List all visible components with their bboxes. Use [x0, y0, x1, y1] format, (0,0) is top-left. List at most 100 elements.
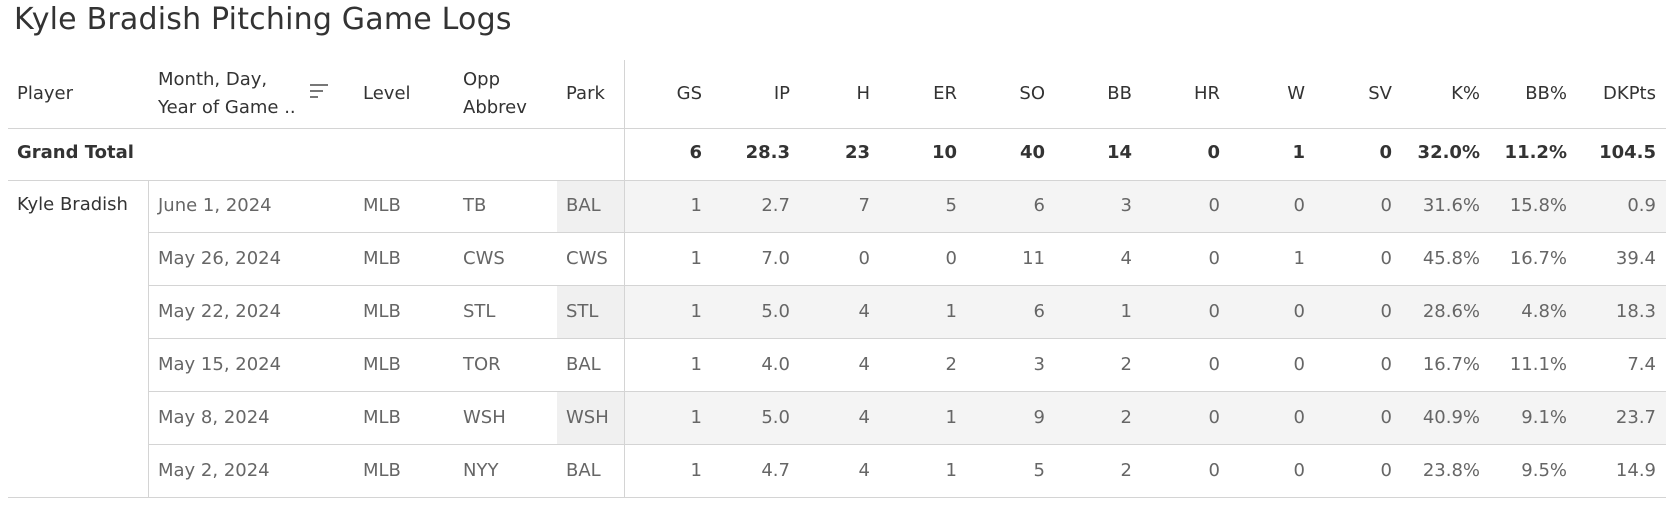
- header-opp: Opp: [463, 69, 501, 90]
- row-er: 1: [945, 407, 957, 428]
- row-hr: 0: [1208, 407, 1220, 428]
- row-er: 2: [945, 354, 957, 375]
- row-h: 4: [858, 460, 870, 481]
- grand-total-gs: 6: [689, 142, 702, 163]
- sort-descending-icon[interactable]: [310, 84, 328, 102]
- row-so: 5: [1033, 460, 1045, 481]
- header-bb: BB: [1107, 83, 1132, 104]
- row-ip: 2.7: [761, 195, 790, 216]
- row-k-pct: 16.7%: [1422, 354, 1480, 375]
- row-h: 4: [858, 354, 870, 375]
- row-er: 1: [945, 301, 957, 322]
- row-divider: [148, 338, 1666, 339]
- row-divider: [148, 285, 1666, 286]
- row-er: 5: [945, 195, 957, 216]
- row-hr: 0: [1208, 354, 1220, 375]
- row-bb-pct: 16.7%: [1509, 248, 1567, 269]
- grand-total-h: 23: [844, 142, 870, 163]
- row-so: 6: [1033, 195, 1045, 216]
- player-name: Kyle Bradish: [17, 194, 128, 215]
- row-h: 4: [858, 301, 870, 322]
- row-bb: 3: [1120, 195, 1132, 216]
- grand-total-bb: 14: [1106, 142, 1132, 163]
- header-so: SO: [1019, 83, 1045, 104]
- row-band: [625, 180, 1666, 232]
- row-bb: 2: [1120, 407, 1132, 428]
- header-hr: HR: [1193, 83, 1220, 104]
- row-level: MLB: [363, 354, 401, 375]
- row-w: 0: [1293, 195, 1305, 216]
- grand-total-so: 40: [1019, 142, 1045, 163]
- row-so: 6: [1033, 301, 1045, 322]
- header-h: H: [856, 83, 870, 104]
- park-band: [557, 180, 625, 232]
- header-date-line2[interactable]: Year of Game ..: [158, 97, 296, 118]
- row-park: BAL: [566, 354, 601, 375]
- row-bb: 2: [1120, 460, 1132, 481]
- row-h: 7: [858, 195, 870, 216]
- row-w: 1: [1293, 248, 1305, 269]
- row-so: 11: [1022, 248, 1045, 269]
- grand-total-k-pct: 32.0%: [1417, 142, 1480, 163]
- row-hr: 0: [1208, 248, 1220, 269]
- row-opp: NYY: [463, 460, 499, 481]
- row-bb-pct: 11.1%: [1509, 354, 1567, 375]
- row-w: 0: [1293, 354, 1305, 375]
- header-ip: IP: [773, 83, 790, 104]
- row-dkpts: 7.4: [1627, 354, 1656, 375]
- row-sv: 0: [1380, 301, 1392, 322]
- row-h: 0: [858, 248, 870, 269]
- park-band: [557, 392, 625, 444]
- row-ip: 5.0: [761, 407, 790, 428]
- grand-total-ip: 28.3: [745, 142, 790, 163]
- row-opp: CWS: [463, 248, 505, 269]
- row-date: May 8, 2024: [158, 407, 270, 428]
- row-h: 4: [858, 407, 870, 428]
- header-opp-line2: Abbrev: [463, 97, 527, 118]
- header-dkpts: DKPts: [1603, 83, 1656, 104]
- row-dkpts: 18.3: [1615, 301, 1656, 322]
- row-ip: 4.0: [761, 354, 790, 375]
- row-date: June 1, 2024: [158, 195, 272, 216]
- row-ip: 7.0: [761, 248, 790, 269]
- park-band: [557, 286, 625, 338]
- row-date: May 22, 2024: [158, 301, 282, 322]
- row-sv: 0: [1380, 248, 1392, 269]
- row-park: STL: [566, 301, 599, 322]
- row-date: May 26, 2024: [158, 248, 282, 269]
- header-park: Park: [566, 83, 605, 104]
- row-level: MLB: [363, 407, 401, 428]
- row-bb-pct: 4.8%: [1521, 301, 1567, 322]
- header-gs: GS: [676, 83, 702, 104]
- header-level: Level: [363, 83, 411, 104]
- row-gs: 1: [690, 248, 702, 269]
- row-er: 1: [945, 460, 957, 481]
- player-divider: [148, 180, 149, 497]
- row-date: May 15, 2024: [158, 354, 282, 375]
- header-date[interactable]: Month, Day,: [158, 69, 268, 90]
- row-park: WSH: [566, 407, 609, 428]
- grand-total-label: Grand Total: [17, 142, 134, 163]
- row-opp: STL: [463, 301, 496, 322]
- row-ip: 4.7: [761, 460, 790, 481]
- row-level: MLB: [363, 301, 401, 322]
- row-dkpts: 23.7: [1615, 407, 1656, 428]
- row-sv: 0: [1380, 407, 1392, 428]
- header-bb-pct: BB%: [1525, 83, 1567, 104]
- row-opp: WSH: [463, 407, 506, 428]
- header-w: W: [1287, 83, 1305, 104]
- row-sv: 0: [1380, 195, 1392, 216]
- row-w: 0: [1293, 301, 1305, 322]
- row-bb-pct: 9.1%: [1521, 407, 1567, 428]
- row-level: MLB: [363, 460, 401, 481]
- row-band: [625, 392, 1666, 444]
- row-sv: 0: [1380, 460, 1392, 481]
- stats-divider: [624, 60, 625, 498]
- row-bb-pct: 9.5%: [1521, 460, 1567, 481]
- grand-total-er: 10: [931, 142, 957, 163]
- row-dkpts: 39.4: [1615, 248, 1656, 269]
- row-park: BAL: [566, 460, 601, 481]
- row-level: MLB: [363, 248, 401, 269]
- row-hr: 0: [1208, 301, 1220, 322]
